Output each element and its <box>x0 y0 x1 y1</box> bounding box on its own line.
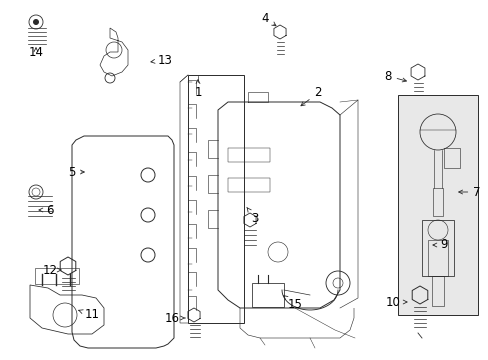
Text: 8: 8 <box>384 69 406 82</box>
Text: 1: 1 <box>194 80 202 99</box>
Bar <box>187 75 244 323</box>
Bar <box>251 283 284 307</box>
Bar <box>443 148 459 168</box>
Bar <box>431 276 443 306</box>
Bar <box>397 95 477 315</box>
Text: 3: 3 <box>246 207 258 225</box>
Text: 10: 10 <box>385 296 406 309</box>
Bar <box>227 178 269 192</box>
Circle shape <box>33 19 39 25</box>
Bar <box>432 188 442 216</box>
Text: 14: 14 <box>28 45 43 58</box>
Text: 2: 2 <box>300 86 321 106</box>
Bar <box>421 220 453 276</box>
Text: 16: 16 <box>164 311 184 324</box>
Text: 13: 13 <box>151 54 172 67</box>
Bar <box>35 268 79 284</box>
Text: 5: 5 <box>68 166 84 179</box>
Text: 6: 6 <box>39 203 54 216</box>
Text: 9: 9 <box>432 238 447 252</box>
Bar <box>427 240 447 276</box>
Text: 15: 15 <box>283 296 302 311</box>
Text: 12: 12 <box>42 264 61 276</box>
Text: 7: 7 <box>458 185 480 198</box>
Bar <box>227 148 269 162</box>
Text: 4: 4 <box>261 12 275 26</box>
Text: 11: 11 <box>79 309 99 321</box>
